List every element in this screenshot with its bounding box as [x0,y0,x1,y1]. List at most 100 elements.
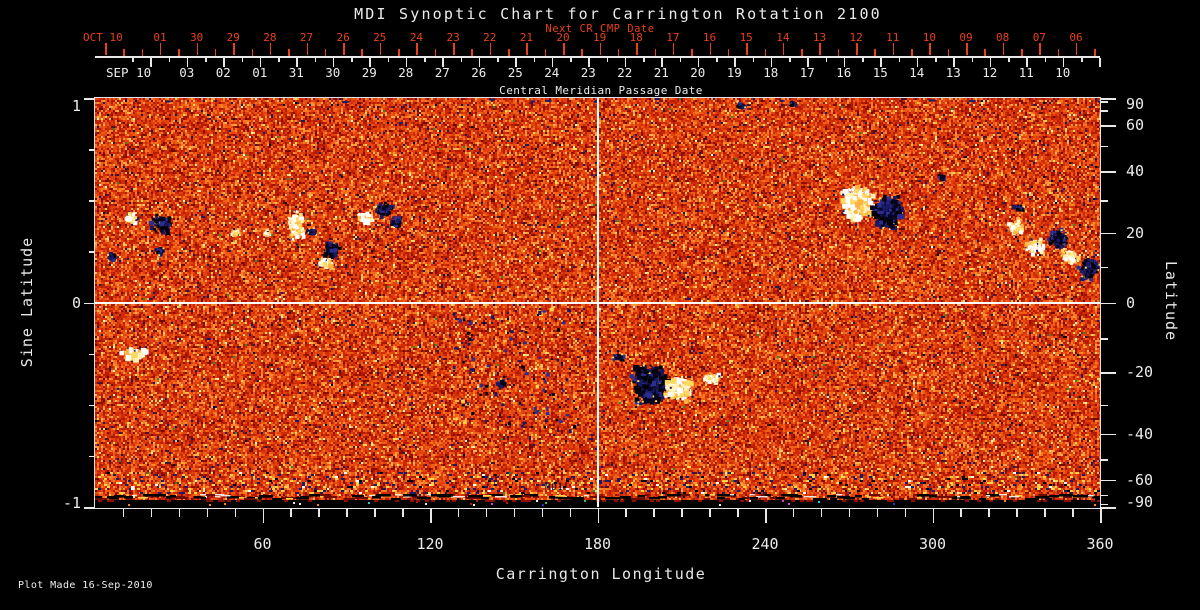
next-cr-day-label: 01 [153,31,167,44]
next-cr-tick [856,43,858,55]
next-cr-tick [233,43,235,55]
next-cr-day-label: 29 [226,31,240,44]
latitude-tick [1100,98,1116,100]
longitude-tick [625,508,627,517]
next-cr-tick [159,43,162,55]
cmp-date-tick [661,57,663,67]
next-cr-cmp-date-label: Next CR CMP Date [545,23,655,35]
latitude-tick [1100,302,1116,304]
cmp-day-label: 17 [799,65,815,80]
cmp-date-tick [241,57,243,62]
cmp-date-tick [862,57,864,62]
latitude-tick [1100,101,1108,103]
next-cr-tick [398,49,400,56]
cmp-date-tick [387,57,389,62]
latitude-tick-label: -20 [1126,363,1154,382]
cmp-day-label: 26 [471,65,487,80]
cmp-date-tick [752,57,754,62]
cmp-day-label: 10 [1055,65,1071,80]
longitude-tick [737,508,739,517]
longitude-tick [402,508,404,517]
sine-latitude-tick-label: 0 [71,293,81,312]
next-cr-day-label: 16 [702,31,717,44]
cmp-date-tick [478,57,481,67]
next-cr-tick [1075,43,1078,55]
longitude-tick [1072,508,1074,517]
next-cr-tick [489,43,492,55]
cmp-date-tick [588,57,590,67]
cmp-date-tick [789,57,791,62]
next-cr-tick [691,49,693,56]
latitude-tick [1100,459,1108,461]
cmp-date-tick [405,57,408,67]
cmp-date-tick [1062,57,1065,67]
cmp-date-tick [1099,57,1101,67]
sine-latitude-tick [84,302,95,304]
cmp-day-label: 12 [982,65,998,80]
next-cr-tick [251,49,254,56]
cmp-day-label: 22 [617,65,633,80]
latitude-tick [1100,338,1108,340]
sine-latitude-tick [89,149,95,151]
cmp-date-tick [223,57,225,67]
next-cr-tick [581,49,583,56]
longitude-tick [932,508,934,523]
longitude-tick [150,508,153,517]
plot-made-date: Plot Made 16-Sep-2010 [18,580,153,591]
longitude-tick [820,508,823,517]
next-cr-tick [764,49,767,56]
next-cr-day-label: 28 [263,31,277,44]
next-cr-tick [1094,49,1096,56]
longitude-tick [792,508,795,517]
next-cr-tick [654,49,657,56]
longitude-tick [569,508,572,517]
cmp-date-tick [442,57,444,67]
latitude-tick-label: -60 [1126,470,1154,489]
longitude-tick [318,508,320,517]
cmp-day-label: 18 [763,65,779,80]
cmp-date-tick [606,57,608,62]
cmp-date-tick [497,57,499,62]
next-cr-day-label: 13 [812,31,827,44]
cmp-day-label: 14 [909,65,925,80]
next-cr-tick [727,49,730,56]
latitude-tick [1100,433,1116,436]
cmp-date-tick [1026,57,1028,67]
page-title: MDI Synoptic Chart for Carrington Rotati… [354,5,882,23]
sine-latitude-tick [89,200,95,202]
longitude-tick-label: 300 [918,535,947,553]
latitude-tick-label: 90 [1126,95,1145,113]
cmp-date-tick [296,57,298,67]
next-cr-tick [178,49,180,56]
next-cr-tick [782,43,785,55]
next-cr-day-label: 21 [519,31,533,44]
next-cr-tick [526,43,528,55]
next-cr-day-label: 26 [336,31,350,44]
longitude-tick [709,508,711,517]
latitude-tick-label: -40 [1126,424,1154,443]
embedded-mark: MDI [545,483,565,493]
cmp-date-tick [971,57,973,62]
cmp-date-tick [935,57,937,62]
cmp-date-tick [205,57,207,62]
next-cr-day-label: 25 [373,31,387,44]
sine-latitude-tick [84,507,95,509]
cmp-day-label: 16 [836,65,852,80]
cmp-date-tick [734,57,736,67]
next-cr-tick [947,49,950,56]
longitude-tick [1100,508,1102,523]
longitude-tick-label: 360 [1086,535,1114,553]
next-cr-day-label: 19 [593,31,607,44]
next-cr-tick [214,49,217,56]
next-cr-day-label: 17 [666,31,680,44]
next-cr-tick [1021,49,1023,56]
longitude-tick-label: 60 [253,535,272,553]
longitude-tick [262,508,264,523]
next-cr-day-label: 24 [409,31,424,44]
next-cr-tick [361,49,363,56]
date-axis-line [95,55,1100,58]
next-cr-tick [819,43,821,55]
next-cr-tick [709,43,712,55]
cmp-day-label: 13 [945,65,961,80]
